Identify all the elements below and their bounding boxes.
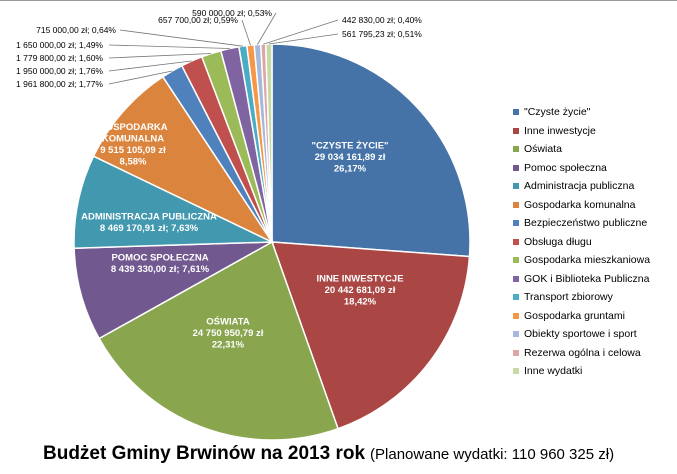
slice-label-11: 715 000,00 zł; 0,64% — [36, 25, 116, 35]
leader-line-15 — [268, 33, 339, 45]
legend-swatch — [513, 331, 519, 338]
legend-swatch — [513, 349, 519, 356]
legend-swatch — [513, 368, 519, 375]
slice-label-9: 1 779 800,00 zł; 1,60% — [16, 53, 103, 63]
leader-line-8 — [108, 60, 192, 72]
slice-label-13: 590 000,00 zł; 0,53% — [192, 8, 272, 18]
legend-swatch — [513, 164, 519, 171]
top-border — [0, 0, 677, 1]
pie-slice-1 — [271, 43, 471, 258]
slice-label-7: 1 961 800,00 zł; 1,77% — [16, 79, 103, 89]
legend-label: Inne wydatki — [524, 365, 583, 378]
legend-item: Oświata — [513, 140, 673, 159]
slice-label-3: OŚWIATA 24 750 950,79 zł 22,31% — [193, 316, 264, 351]
legend-item: Transport zbiorowy — [513, 288, 673, 307]
chart-legend: "Czyste życie" Inne inwestycje Oświata Pomo… — [513, 103, 673, 381]
legend-item: GOK i Biblioteka Publiczna — [513, 270, 673, 289]
legend-label: Rezerwa ogólna i celowa — [524, 346, 641, 359]
pie-slice-5 — [73, 155, 273, 249]
slice-label-10: 1 650 000,00 zł; 1,49% — [16, 40, 103, 50]
legend-swatch — [513, 183, 519, 190]
legend-item: Obiekty sportowe i sport — [513, 325, 673, 344]
legend-label: Bezpieczeństwo publiczne — [524, 217, 648, 230]
legend-swatch — [513, 294, 519, 301]
pie-slice-2 — [270, 241, 471, 430]
slice-label-14: 442 830,00 zł; 0,40% — [342, 15, 422, 25]
slice-label-6: GOSPODARKA KOMUNALNA 9 515 105,09 zł 8,58% — [98, 122, 167, 168]
legend-item: Gospodarka mieszkaniowa — [513, 251, 673, 270]
leader-line-13 — [257, 12, 277, 45]
legend-label: GOK i Biblioteka Publiczna — [524, 272, 650, 285]
legend-label: Obiekty sportowe i sport — [524, 328, 637, 341]
legend-label: Pomoc społeczna — [524, 161, 607, 174]
legend-swatch — [513, 146, 519, 153]
legend-item: Inne inwestycje — [513, 122, 673, 141]
legend-swatch — [513, 275, 519, 282]
chart-subtitle: (Planowane wydatki: 110 960 325 zł) — [370, 446, 615, 463]
slice-label-12: 657 700,00 zł; 0,59% — [158, 15, 238, 25]
legend-swatch — [513, 257, 519, 264]
legend-item: Rezerwa ogólna i celowa — [513, 344, 673, 363]
leader-line-10 — [108, 44, 230, 49]
slice-label-4: POMOC SPOŁECZNA 8 439 330,00 zł; 7,61% — [111, 252, 210, 275]
legend-item: Pomoc społeczna — [513, 159, 673, 178]
legend-item: Inne wydatki — [513, 362, 673, 381]
legend-label: Administracja publiczna — [524, 180, 635, 193]
legend-item: Bezpieczeństwo publiczne — [513, 214, 673, 233]
pie-slice-6 — [92, 75, 275, 244]
legend-label: Gospodarka komunalna — [524, 198, 636, 211]
pie-slice-15 — [264, 43, 273, 243]
legend-item: Gospodarka gruntami — [513, 307, 673, 326]
slice-label-1: "CZYSTE ŻYCIE" 29 034 161,89 zł 26,17% — [311, 141, 388, 175]
legend-label: Gospodarka gruntami — [524, 309, 625, 322]
legend-swatch — [513, 220, 519, 227]
leader-line-9 — [108, 53, 212, 59]
pie-slices — [73, 43, 471, 441]
leader-line-7 — [108, 70, 173, 85]
leader-line-14 — [263, 19, 339, 45]
slice-label-15: 561 795,23 zł; 0,51% — [342, 29, 422, 39]
legend-swatch — [513, 109, 519, 116]
slice-label-2: INNE INWESTYCJE 20 442 681,09 zł 18,42% — [316, 274, 403, 308]
legend-label: Transport zbiorowy — [524, 291, 613, 304]
legend-label: Oświata — [524, 143, 562, 156]
slice-label-8: 1 950 000,00 zł; 1,76% — [16, 66, 103, 76]
legend-swatch — [513, 238, 519, 245]
legend-swatch — [513, 127, 519, 134]
legend-label: "Czyste życie" — [524, 106, 591, 119]
legend-item: "Czyste życie" — [513, 103, 673, 122]
legend-label: Inne inwestycje — [524, 124, 596, 137]
chart-footer: Budżet Gminy Brwinów na 2013 rok (Planowa… — [43, 443, 614, 465]
leader-line-12 — [241, 19, 251, 46]
legend-item: Obsługa długu — [513, 233, 673, 252]
slice-label-5: ADMINISTRACJA PUBLICZNA 8 469 170,91 zł; … — [81, 211, 217, 234]
pie-slice-4 — [73, 241, 273, 340]
legend-label: Obsługa długu — [524, 235, 592, 248]
legend-swatch — [513, 312, 519, 319]
chart-title: Budżet Gminy Brwinów na 2013 rok — [43, 443, 366, 464]
legend-item: Gospodarka komunalna — [513, 196, 673, 215]
pie-slice-3 — [98, 240, 339, 441]
legend-item: Administracja publiczna — [513, 177, 673, 196]
leader-line-11 — [119, 29, 243, 47]
legend-swatch — [513, 201, 519, 208]
legend-label: Gospodarka mieszkaniowa — [524, 254, 651, 267]
